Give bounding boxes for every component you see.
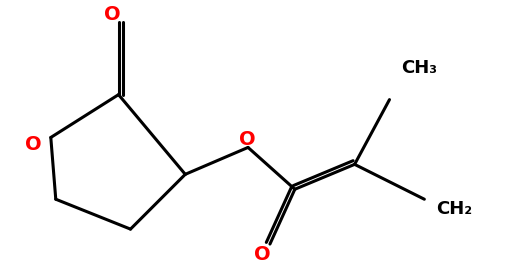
Text: O: O [104,5,121,24]
Text: O: O [253,244,270,264]
Text: O: O [239,130,255,149]
Text: O: O [25,135,41,154]
Text: CH₃: CH₃ [401,59,437,77]
Text: CH₂: CH₂ [436,200,472,218]
